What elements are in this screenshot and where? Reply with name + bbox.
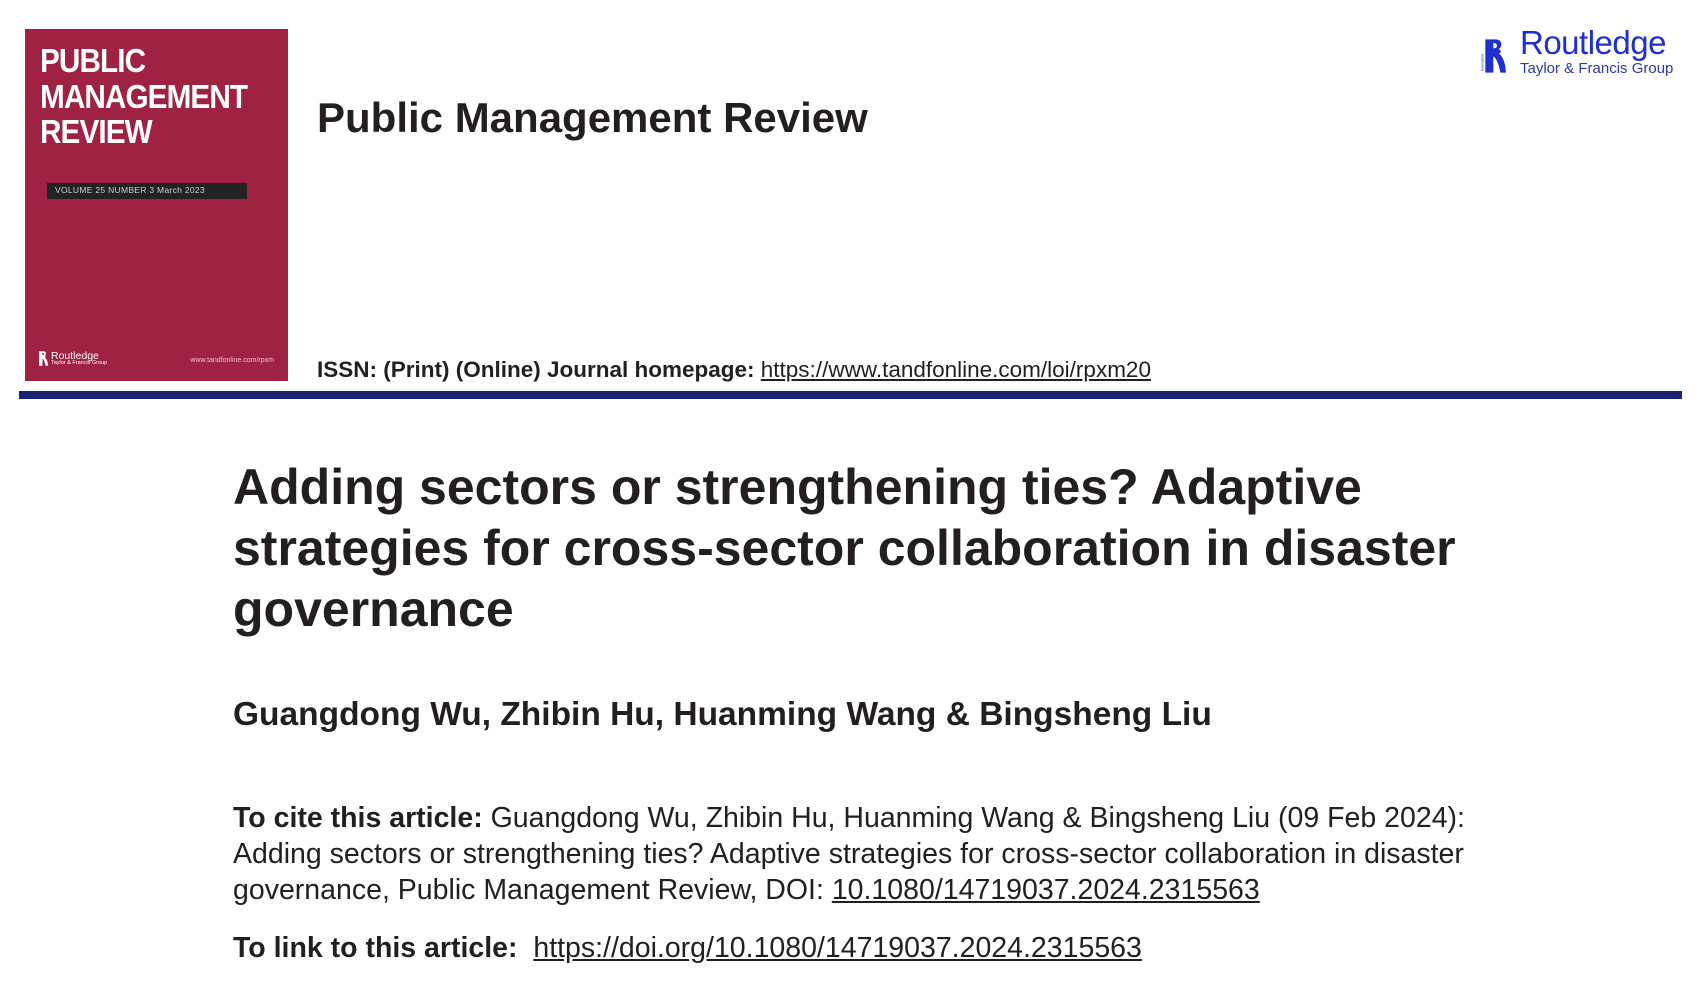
svg-text:ROUTLEDGE: ROUTLEDGE [1482, 54, 1485, 71]
